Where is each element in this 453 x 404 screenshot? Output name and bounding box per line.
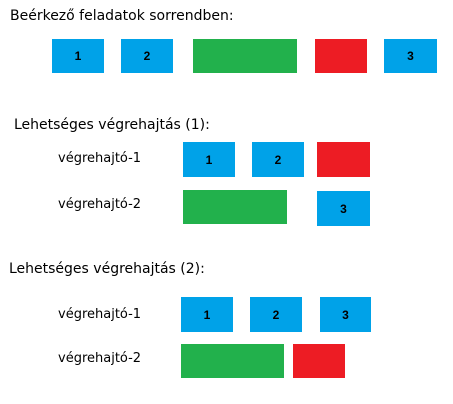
task-label: 1 [205, 152, 213, 167]
incoming-task-red [315, 39, 367, 73]
scenario1-exec2-task-green [183, 190, 287, 224]
scenario1-exec1-task-1: 1 [183, 142, 235, 177]
incoming-task-3: 3 [384, 39, 437, 73]
scenario1-title: Lehetséges végrehajtás (1): [14, 117, 210, 133]
scenario2-exec1-task-2: 2 [250, 297, 302, 332]
task-label: 1 [203, 307, 211, 322]
incoming-task-1: 1 [52, 39, 104, 73]
incoming-title: Beérkező feladatok sorrendben: [10, 8, 234, 24]
scenario2-exec2-task-red [293, 344, 345, 378]
scenario2-title: Lehetséges végrehajtás (2): [9, 261, 205, 277]
task-label: 2 [272, 307, 280, 322]
scenario2-executor-1-label: végrehajtó-1 [58, 307, 142, 322]
task-label: 3 [340, 201, 347, 216]
task-label: 2 [143, 49, 151, 63]
task-label: 2 [274, 152, 282, 167]
task-label: 3 [342, 307, 349, 322]
scenario1-exec1-task-red [317, 142, 370, 177]
scenario1-executor-1-label: végrehajtó-1 [58, 151, 142, 166]
scenario2-exec2-task-green [181, 344, 284, 378]
incoming-task-green [193, 39, 297, 73]
scenario1-exec1-task-2: 2 [252, 142, 304, 177]
task-label: 3 [407, 49, 414, 63]
task-label: 1 [74, 49, 82, 63]
scenario2-executor-2-label: végrehajtó-2 [58, 351, 142, 366]
scenario1-exec2-task-3: 3 [317, 191, 370, 226]
scenario2-exec1-task-3: 3 [320, 297, 371, 332]
scenario1-executor-2-label: végrehajtó-2 [58, 197, 142, 212]
scenario2-exec1-task-1: 1 [181, 297, 233, 332]
incoming-task-2: 2 [121, 39, 173, 73]
